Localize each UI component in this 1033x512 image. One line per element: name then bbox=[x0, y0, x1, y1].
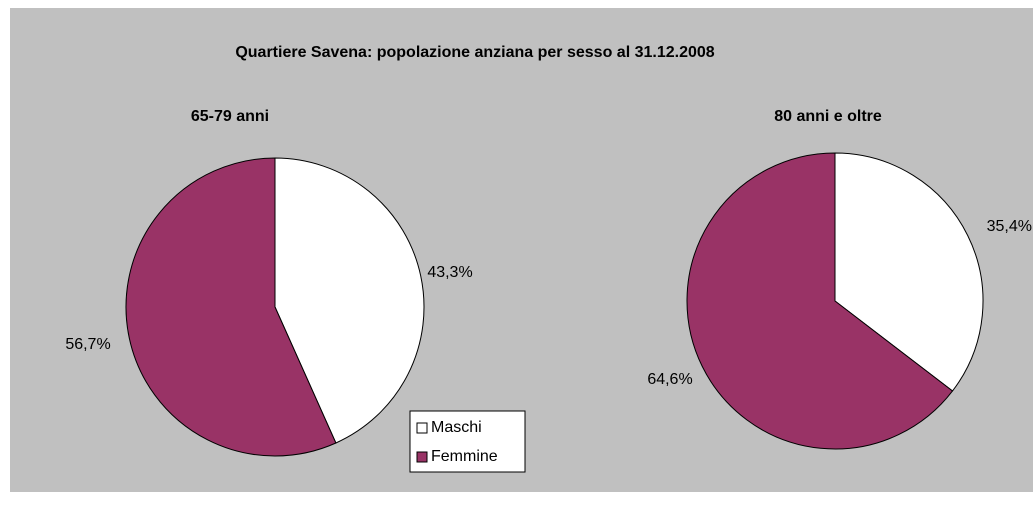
legend-swatch bbox=[416, 422, 428, 434]
data-label: 56,7% bbox=[65, 336, 110, 353]
legend-label: Maschi bbox=[431, 419, 482, 436]
data-label: 43,3% bbox=[427, 264, 472, 281]
data-label: 35,4% bbox=[987, 218, 1032, 235]
data-label: 64,6% bbox=[647, 371, 692, 388]
pie-slice bbox=[686, 152, 954, 450]
pie-title: 80 anni e oltre bbox=[774, 108, 882, 125]
legend-swatch bbox=[416, 451, 428, 463]
legend-label: Femmine bbox=[431, 448, 498, 465]
pie-slice bbox=[274, 157, 425, 444]
pie-slice bbox=[834, 152, 984, 392]
pie-slice bbox=[125, 157, 337, 457]
pie-title: 65-79 anni bbox=[191, 108, 269, 125]
legend-box bbox=[409, 410, 526, 473]
chart-title: Quartiere Savena: popolazione anziana pe… bbox=[235, 44, 714, 61]
